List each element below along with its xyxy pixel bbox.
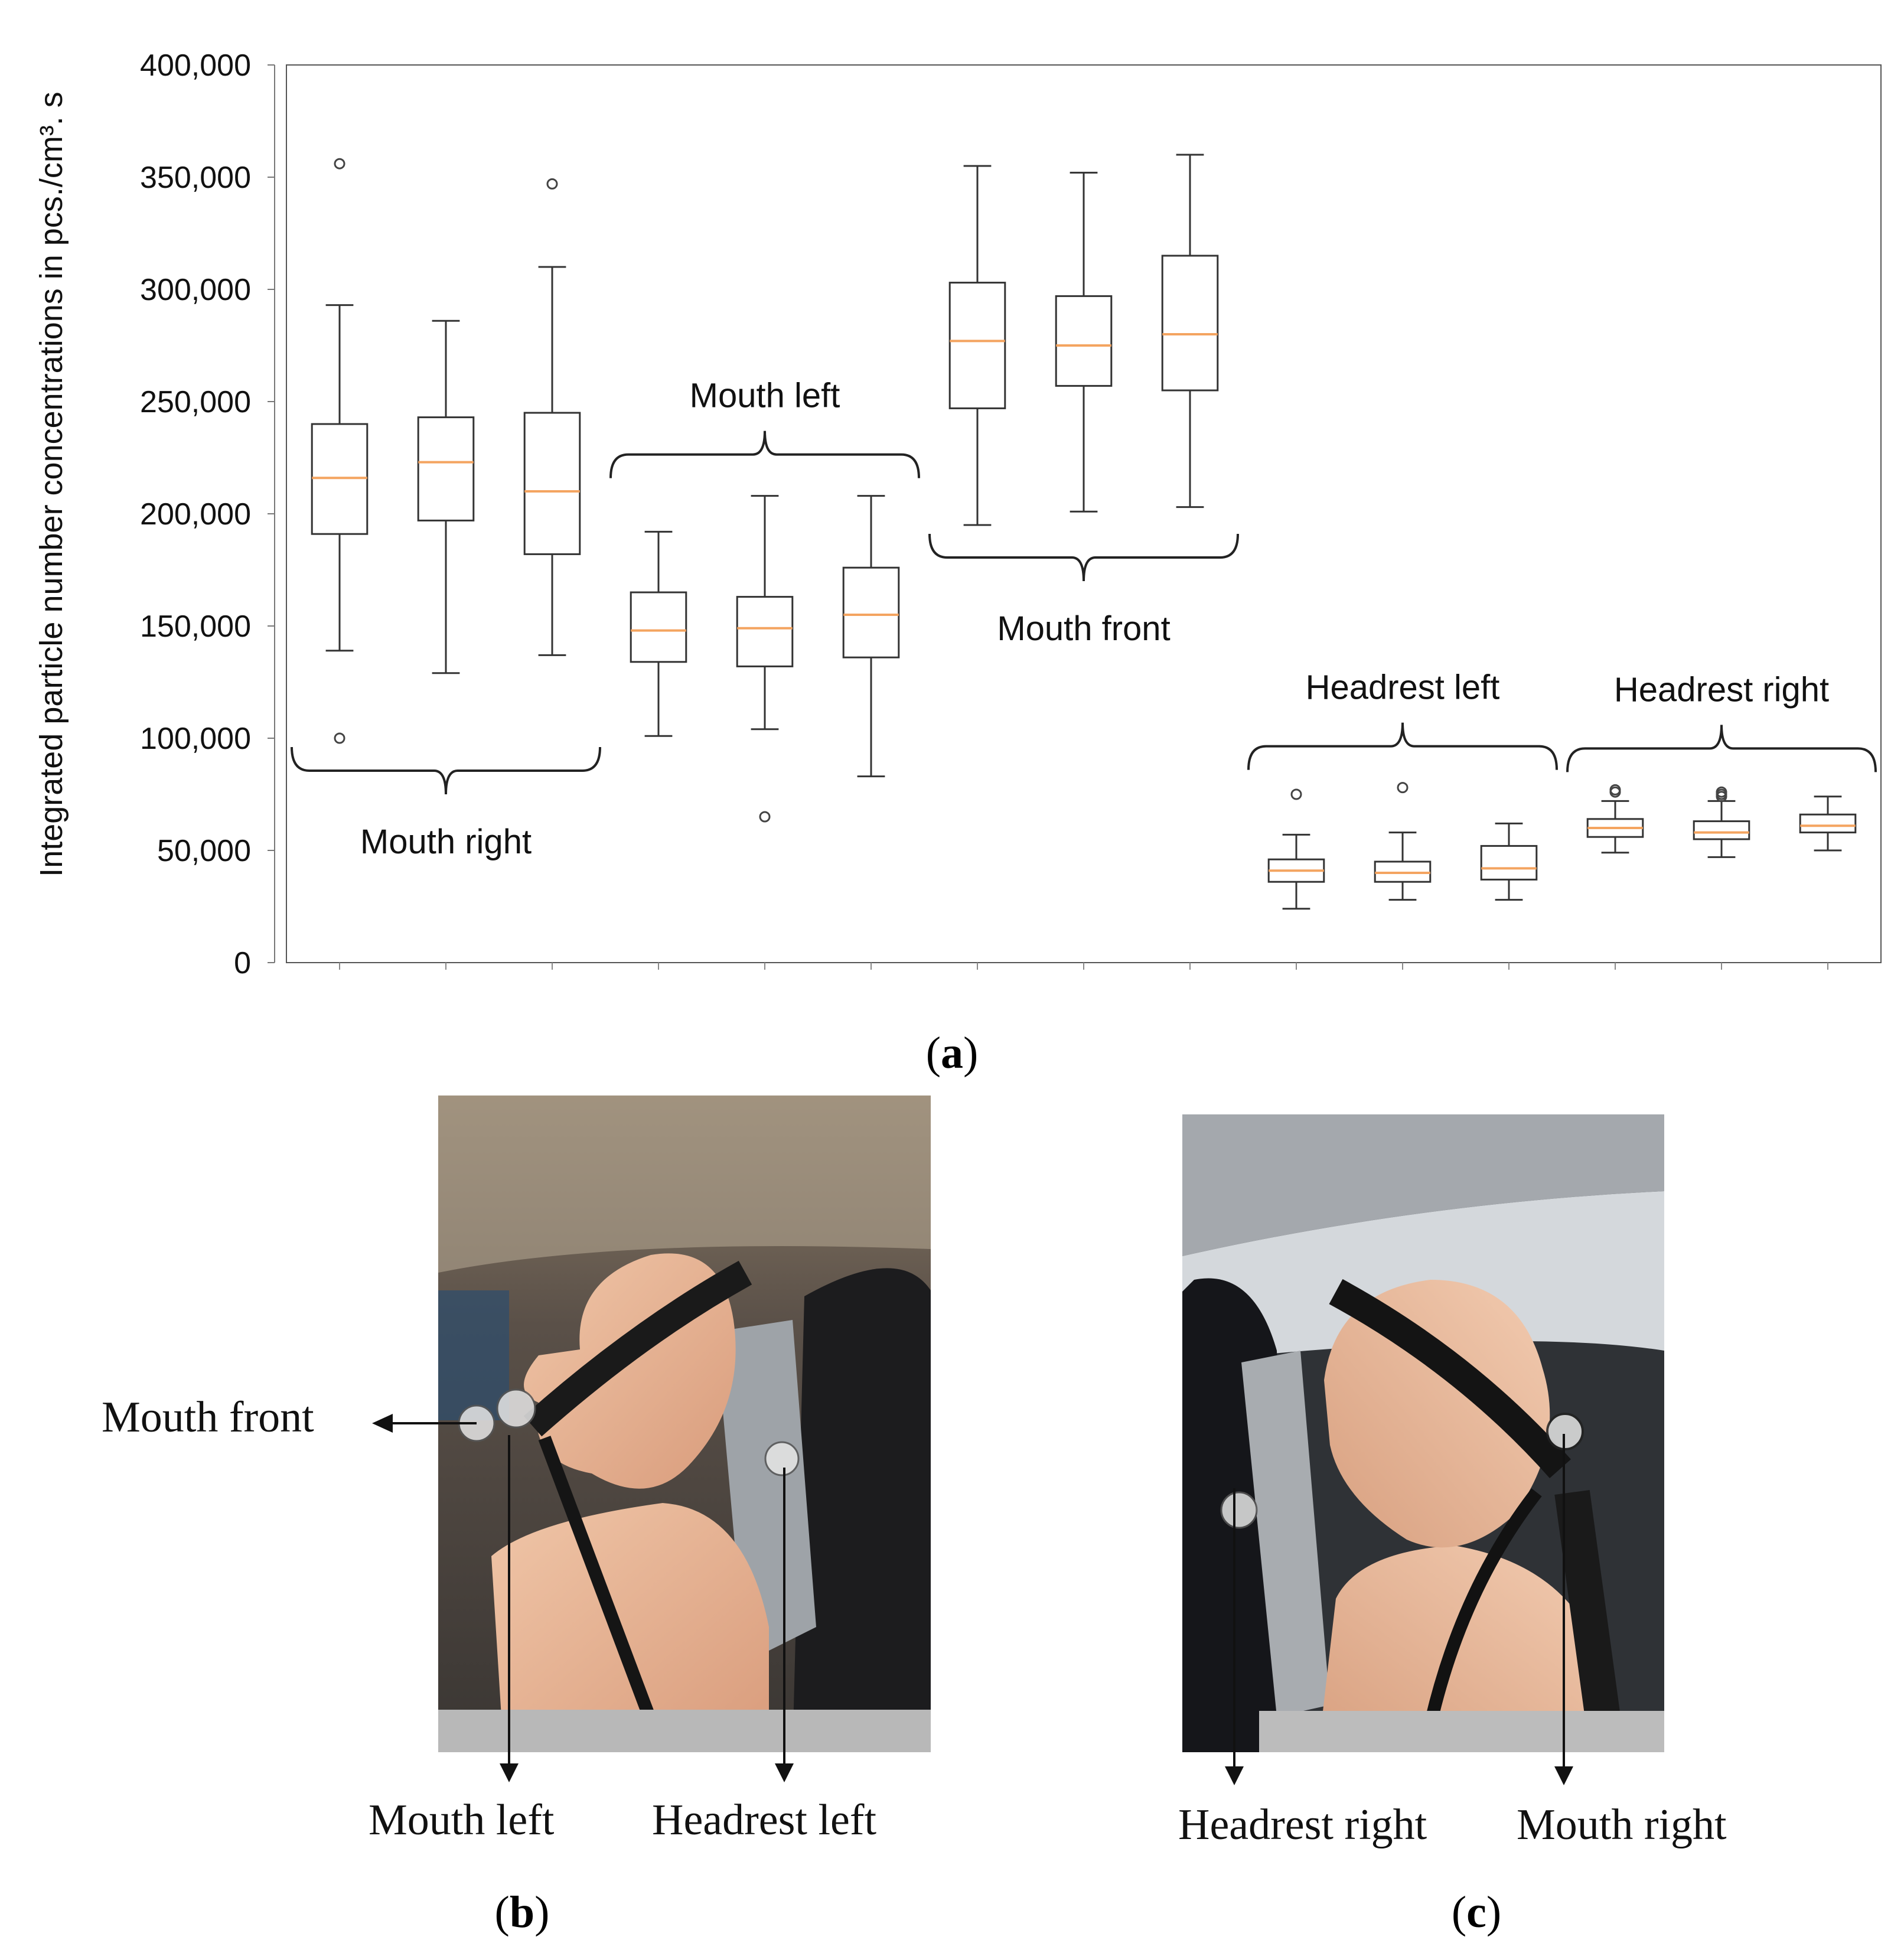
outlier-point [334, 158, 345, 169]
box-iqr [948, 282, 1006, 409]
outlier-point [759, 811, 771, 823]
box-iqr [523, 412, 581, 555]
outlier-point [1290, 788, 1302, 800]
group-label: Headrest right [1614, 670, 1829, 709]
box-iqr [1799, 813, 1857, 834]
y-tick-label: 300,000 [140, 273, 251, 307]
y-tick-label: 250,000 [140, 385, 251, 419]
outlier-point [1609, 784, 1621, 795]
photo-mannequin-right-side [1182, 1114, 1664, 1752]
y-axis-label: Integrated particle number concentration… [34, 92, 69, 877]
label-mouth-right: Mouth right [1517, 1801, 1727, 1849]
box-iqr [1480, 845, 1538, 881]
panel-label-a: (a) [925, 1028, 979, 1078]
label-mouth-left: Mouth left [369, 1796, 555, 1844]
group-bracket [1566, 725, 1877, 772]
photo-mannequin-left-side [438, 1095, 931, 1752]
panel-label-c: (c) [1451, 1887, 1502, 1937]
group-bracket [928, 533, 1239, 582]
label-headrest-left: Headrest left [652, 1796, 877, 1844]
group-label: Mouth left [690, 377, 840, 415]
group-bracket [291, 746, 601, 795]
outlier-point [546, 178, 558, 190]
label-headrest-right: Headrest right [1178, 1801, 1427, 1849]
group-label: Mouth right [360, 823, 532, 861]
y-tick-label: 50,000 [157, 834, 251, 868]
outlier-point [334, 732, 345, 744]
box-iqr [1055, 295, 1113, 387]
box-iqr [1693, 820, 1750, 840]
box-iqr [736, 596, 794, 667]
outlier-point [1716, 786, 1727, 798]
y-tick-label: 400,000 [140, 48, 251, 83]
y-tick-label: 150,000 [140, 609, 251, 644]
box-plot-chart: 0 50,000 100,000 150,000 200,000 250,000 300,0… [34, 48, 1882, 980]
y-tick-label: 200,000 [140, 497, 251, 532]
panel-label-b: (b) [494, 1887, 550, 1937]
box-iqr [417, 416, 475, 521]
box-iqr [630, 591, 687, 663]
outlier-point [1397, 782, 1409, 794]
group-bracket [1247, 722, 1558, 770]
group-label: Mouth front [997, 609, 1170, 648]
group-label: Headrest left [1306, 669, 1500, 707]
box-iqr [842, 566, 900, 658]
label-mouth-front: Mouth front [102, 1393, 314, 1442]
y-tick-label: 100,000 [140, 722, 251, 756]
y-tick-label: 350,000 [140, 161, 251, 195]
box-iqr [1161, 255, 1219, 392]
y-tick-label: 0 [234, 946, 251, 980]
group-bracket [609, 431, 920, 478]
